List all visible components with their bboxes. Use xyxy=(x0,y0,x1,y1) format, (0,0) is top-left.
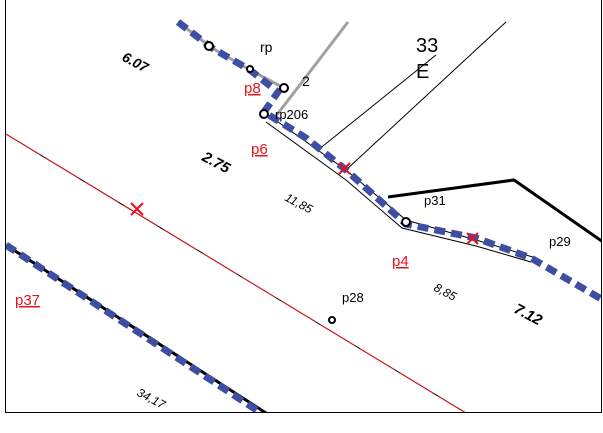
dashed-boundary-upper xyxy=(175,19,601,303)
road-edge-lower xyxy=(265,121,532,263)
red-cross-marker[interactable] xyxy=(338,162,351,175)
leader-line-e xyxy=(345,21,507,171)
parcel-area-label: 6.07 xyxy=(120,49,153,76)
point-label: rp xyxy=(260,39,273,55)
vertex-marker[interactable] xyxy=(259,109,269,119)
red-point-label[interactable]: p6 xyxy=(251,141,268,158)
parcel-area-label: 7.12 xyxy=(511,301,545,330)
red-cross-marker[interactable] xyxy=(130,202,144,216)
parcel-number: 33 xyxy=(416,35,438,57)
grey-boundary-right xyxy=(274,21,350,117)
red-point-label[interactable]: p8 xyxy=(244,80,261,97)
survey-map[interactable]: 6.07 2.75 7.12 11,85 8,85 34,17 rp 2 rp2… xyxy=(5,0,602,413)
map-canvas: 6.07 2.75 7.12 11,85 8,85 34,17 rp 2 rp2… xyxy=(6,19,601,412)
distance-label: 11,85 xyxy=(283,190,316,216)
vertex-marker[interactable] xyxy=(328,316,336,324)
point-label: 2 xyxy=(302,73,310,89)
parcel-letter: E xyxy=(416,61,429,83)
vertex-marker[interactable] xyxy=(279,83,289,93)
red-point-label[interactable]: p37 xyxy=(15,292,40,309)
point-label: p28 xyxy=(342,290,364,305)
red-cross-marker[interactable] xyxy=(466,232,479,245)
parcel-area-label: 2.75 xyxy=(198,148,233,177)
red-point-label[interactable]: p4 xyxy=(392,253,409,270)
distance-label: 8,85 xyxy=(432,280,459,303)
vertex-marker[interactable] xyxy=(401,217,411,227)
vertex-marker[interactable] xyxy=(204,41,214,51)
boundary-line-red xyxy=(6,133,466,412)
vertex-marker[interactable] xyxy=(246,65,254,73)
black-boundary-right xyxy=(387,178,601,243)
leader-line-33 xyxy=(317,54,437,151)
distance-label: 34,17 xyxy=(135,385,169,412)
point-label: p31 xyxy=(424,193,446,208)
point-label: p29 xyxy=(549,234,571,249)
point-label: rp206 xyxy=(275,107,308,122)
